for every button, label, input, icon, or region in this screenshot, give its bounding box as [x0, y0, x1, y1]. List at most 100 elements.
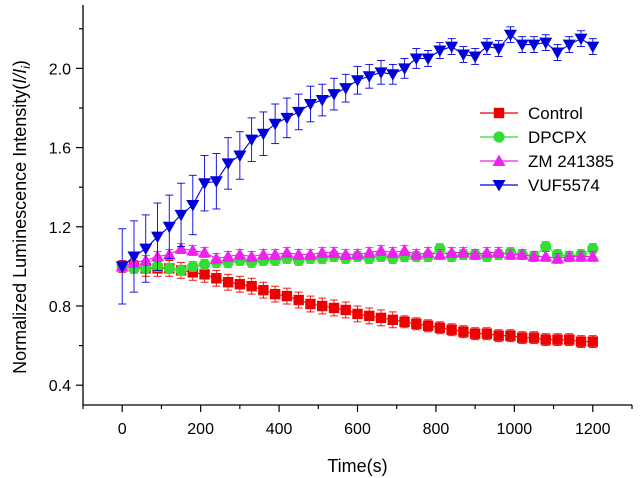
data-point — [515, 39, 529, 52]
data-point — [209, 176, 223, 188]
data-point — [398, 63, 412, 75]
data-point — [352, 308, 363, 320]
y-axis-label: Normalized Luminescence Intensity(I/Ii) — [10, 60, 33, 374]
data-point — [375, 312, 387, 324]
data-point — [245, 249, 259, 262]
y-tick-label: 0.4 — [49, 378, 71, 395]
data-point — [480, 246, 494, 258]
data-point — [199, 269, 210, 280]
data-point — [574, 249, 588, 262]
data-point — [386, 69, 400, 81]
y-ticks: 0.4 0.8 1.2 1.6 2.0 — [49, 28, 83, 395]
data-point — [562, 39, 576, 52]
data-point — [305, 298, 316, 310]
data-point — [515, 248, 529, 260]
data-point — [362, 71, 376, 83]
data-point — [327, 246, 341, 258]
data-point — [398, 244, 412, 256]
data-point — [303, 99, 317, 111]
legend-label: VUF5574 — [528, 176, 600, 195]
data-point — [233, 150, 247, 162]
data-point — [527, 39, 541, 52]
x-ticks: 0 200 400 600 800 1000 1200 — [82, 405, 633, 438]
data-point — [456, 49, 470, 62]
data-point — [386, 246, 400, 258]
data-point — [269, 288, 281, 300]
data-point — [280, 112, 294, 125]
legend-label: DPCPX — [528, 128, 587, 147]
data-point — [127, 251, 141, 263]
data-point — [115, 261, 129, 273]
data-point — [552, 334, 563, 345]
series-layer — [115, 26, 600, 349]
data-point — [539, 37, 553, 50]
data-point — [433, 248, 447, 260]
data-point — [445, 41, 459, 54]
data-point — [374, 244, 388, 256]
legend-marker — [493, 107, 505, 119]
x-tick-label: 600 — [344, 421, 371, 438]
legend-marker — [492, 180, 506, 192]
data-point — [246, 280, 257, 292]
data-point — [268, 118, 282, 131]
data-point — [364, 310, 375, 322]
data-point — [550, 47, 564, 60]
data-point — [517, 332, 528, 343]
data-point — [292, 248, 306, 260]
data-point — [315, 95, 329, 107]
data-point — [281, 290, 293, 302]
data-point — [550, 251, 564, 264]
x-tick-label: 200 — [187, 421, 214, 438]
data-point — [574, 33, 588, 46]
data-point — [481, 328, 493, 339]
data-point — [234, 279, 246, 290]
data-point — [339, 83, 353, 95]
data-point — [303, 248, 317, 260]
data-point — [351, 75, 364, 87]
data-point — [256, 248, 270, 260]
x-axis-label: Time(s) — [327, 456, 387, 476]
legend-label: ZM 241385 — [528, 152, 614, 171]
y-axis-label-close: ) — [10, 60, 30, 66]
data-point — [527, 249, 541, 262]
data-point — [187, 260, 199, 272]
data-point — [222, 277, 234, 288]
data-point — [315, 246, 329, 258]
data-point — [422, 320, 434, 331]
data-point — [211, 273, 222, 284]
plot-frame — [82, 5, 632, 406]
data-point — [328, 302, 340, 314]
data-point — [233, 248, 247, 260]
y-tick-label: 1.2 — [49, 220, 71, 237]
data-point — [539, 249, 553, 262]
data-point — [505, 330, 516, 341]
data-point — [564, 334, 575, 345]
data-point — [586, 249, 600, 262]
series-vuf5574 — [115, 26, 600, 305]
data-point — [387, 314, 398, 326]
data-point — [493, 330, 504, 341]
data-point — [492, 246, 506, 258]
data-point — [492, 43, 506, 56]
data-point — [175, 264, 187, 276]
y-tick-label: 1.6 — [49, 141, 71, 158]
data-point — [317, 300, 328, 312]
data-point — [351, 248, 364, 260]
data-point — [163, 262, 175, 274]
series-zm-241385 — [115, 242, 600, 272]
data-point — [468, 248, 482, 260]
data-point — [292, 106, 306, 119]
data-point — [469, 328, 481, 339]
data-point — [446, 324, 457, 335]
series-control — [117, 259, 598, 349]
data-point — [374, 67, 388, 79]
legend-marker — [493, 131, 505, 143]
y-axis-label-subscript: i — [19, 66, 33, 69]
data-point — [221, 158, 235, 170]
data-point — [198, 258, 211, 271]
data-point — [411, 318, 422, 330]
data-point — [503, 248, 517, 260]
data-point — [587, 336, 598, 347]
y-tick-label: 0.8 — [49, 299, 71, 316]
data-point — [268, 248, 282, 260]
